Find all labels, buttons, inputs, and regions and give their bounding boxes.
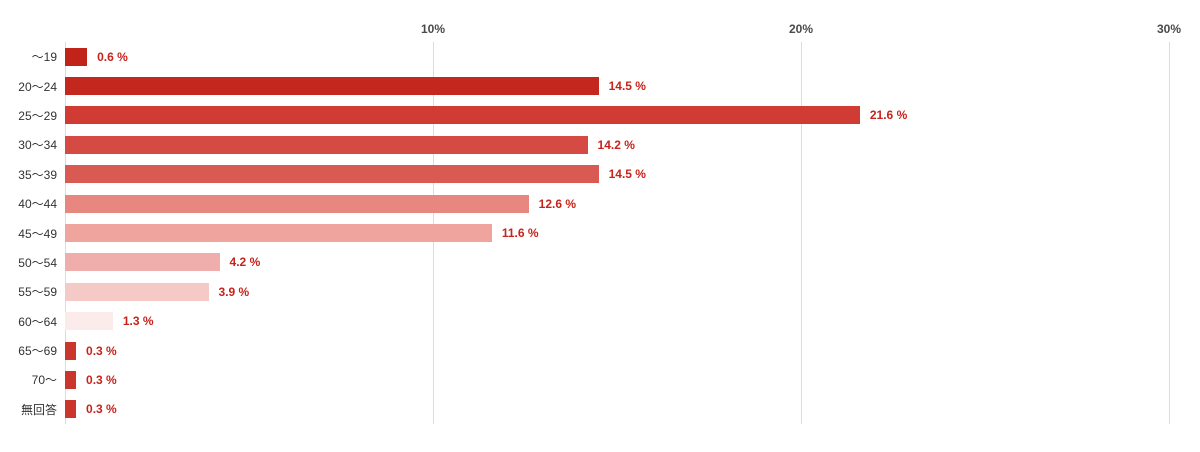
chart-row: 20～24 14.5 % [0,71,1169,100]
value-label: 14.2 % [597,137,635,152]
bar-track: 14.2 % [65,135,1169,154]
category-label: 45～49 [18,226,57,241]
category-label: 60～64 [18,314,57,329]
x-axis-tick-labels: 10% 20% 30% [65,22,1181,38]
category-label: 50～54 [18,255,57,270]
value-label: 11.6 % [501,226,539,241]
value-label: 3.9 % [218,284,250,299]
chart-row: 65～69 0.3 % [0,336,1169,365]
bar-track: 14.5 % [65,165,1169,184]
x-tick-label: 30% [1156,22,1182,36]
bar [65,77,599,96]
category-label: 30～34 [18,138,57,153]
bar [65,282,209,301]
bar-track: 0.3 % [65,370,1169,389]
category-label: 55～59 [18,285,57,300]
x-tick-label: 20% [788,22,814,36]
value-label: 1.3 % [122,314,154,329]
bar [65,224,492,243]
chart-row: 25～29 21.6 % [0,101,1169,130]
value-label: 14.5 % [608,79,646,94]
chart-row: 45～49 11.6 % [0,218,1169,247]
bar-track: 3.9 % [65,282,1169,301]
category-label: 40～44 [18,197,57,212]
gridline [1169,42,1170,424]
bar [65,341,77,360]
value-label: 14.5 % [608,167,646,182]
bar [65,165,599,184]
category-label: 65～69 [18,344,57,359]
category-label: 25～29 [18,108,57,123]
bar [65,253,220,272]
chart-row: 30～34 14.2 % [0,130,1169,159]
bar [65,47,88,66]
bar-track: 4.2 % [65,253,1169,272]
bar [65,194,529,213]
chart-row: 50～54 4.2 % [0,248,1169,277]
chart-row: 35～39 14.5 % [0,160,1169,189]
chart-row: 55～59 3.9 % [0,277,1169,306]
bar [65,400,77,419]
bar-track: 14.5 % [65,77,1169,96]
bar-track: 0.3 % [65,400,1169,419]
chart-rows: ～19 0.6 % 20～24 14.5 % 25～29 21.6 % 30～34 14.2 … [0,42,1169,424]
bar [65,135,588,154]
bar-track: 0.6 % [65,47,1169,66]
category-label: ～19 [31,50,57,65]
category-label: 無回答 [20,402,57,417]
x-tick-label: 10% [420,22,446,36]
bar-track: 1.3 % [65,312,1169,331]
value-label: 4.2 % [229,255,261,270]
bar-track: 0.3 % [65,341,1169,360]
chart-row: 40～44 12.6 % [0,189,1169,218]
category-label: 20～24 [18,79,57,94]
value-label: 0.3 % [86,372,117,387]
value-label: 21.6 % [869,108,908,123]
bar-track: 21.6 % [65,106,1169,125]
value-label: 0.6 % [97,49,128,64]
chart-row: ～19 0.6 % [0,42,1169,71]
bar [65,106,860,125]
bar [65,370,77,389]
bar [65,312,113,331]
chart-row: 無回答 0.3 % [0,395,1169,424]
chart-row: 60～64 1.3 % [0,307,1169,336]
value-label: 0.3 % [86,402,117,417]
bar-track: 11.6 % [65,224,1169,243]
gridline [801,42,802,424]
bar-track: 12.6 % [65,194,1169,213]
category-label: 70～ [31,373,57,388]
category-label: 35～39 [18,167,57,182]
value-label: 12.6 % [538,196,577,211]
value-label: 0.3 % [86,343,117,358]
chart-row: 70～ 0.3 % [0,365,1169,394]
